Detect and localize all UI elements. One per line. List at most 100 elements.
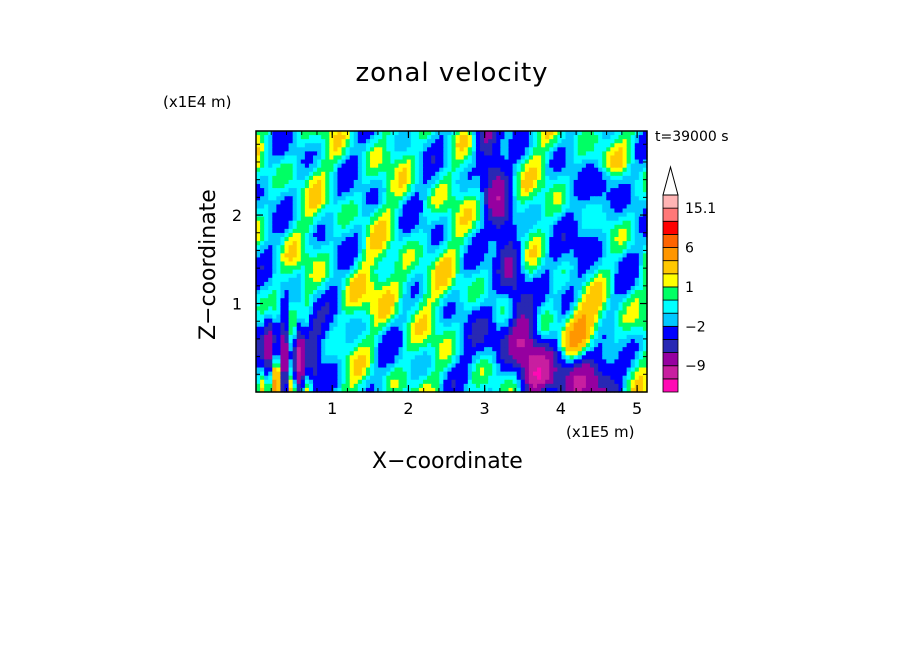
heatmap-cell <box>622 334 628 340</box>
heatmap-cell <box>398 131 404 136</box>
heatmap-cell <box>288 135 294 140</box>
heatmap-cell <box>268 285 273 291</box>
heatmap-cell <box>435 159 440 165</box>
heatmap-cell <box>528 208 534 214</box>
heatmap-cell <box>516 269 522 275</box>
heatmap-cell <box>557 306 563 312</box>
heatmap-cell <box>610 175 616 181</box>
heatmap-cell <box>284 245 290 250</box>
heatmap-cell <box>317 131 322 136</box>
heatmap-cell <box>333 220 339 226</box>
heatmap-cell <box>284 179 290 185</box>
heatmap-cell <box>378 285 383 291</box>
heatmap-cell <box>280 232 286 238</box>
heatmap-cell <box>475 294 481 299</box>
heatmap-cell <box>406 155 412 161</box>
heatmap-cell <box>545 290 550 295</box>
heatmap-cell <box>292 159 298 165</box>
heatmap-cell <box>642 192 648 197</box>
heatmap-cell <box>516 208 522 214</box>
heatmap-cell <box>638 192 644 197</box>
heatmap-cell <box>594 188 599 193</box>
heatmap-cell <box>581 298 587 303</box>
heatmap-cell <box>642 257 648 263</box>
heatmap-cell <box>553 196 558 201</box>
heatmap-cell <box>256 192 261 197</box>
heatmap-cell <box>418 290 424 295</box>
heatmap-cell <box>439 232 444 238</box>
heatmap-cell <box>357 184 363 189</box>
heatmap-cell <box>642 139 648 144</box>
heatmap-cell <box>276 261 282 267</box>
heatmap-cell <box>280 302 286 307</box>
heatmap-cell <box>394 241 400 246</box>
heatmap-cell <box>260 306 265 312</box>
heatmap-cell <box>337 261 343 267</box>
heatmap-cell <box>524 188 530 193</box>
heatmap-cell <box>642 228 648 234</box>
heatmap-cell <box>349 196 355 201</box>
heatmap-cell <box>455 310 461 316</box>
heatmap-cell <box>606 285 611 291</box>
heatmap-cell <box>545 261 550 267</box>
heatmap-cell <box>284 322 290 328</box>
heatmap-cell <box>402 330 408 336</box>
heatmap-cell <box>447 151 453 157</box>
heatmap-cell <box>300 159 306 165</box>
heatmap-cell <box>300 147 306 152</box>
heatmap-cell <box>504 261 510 267</box>
heatmap-cell <box>630 224 636 230</box>
heatmap-cell <box>581 204 587 210</box>
heatmap-cell <box>374 143 379 148</box>
heatmap-cell <box>398 277 404 283</box>
heatmap-cell <box>565 245 571 250</box>
heatmap-cell <box>638 318 644 324</box>
heatmap-cell <box>541 175 546 181</box>
heatmap-cell <box>422 241 428 246</box>
heatmap-cell <box>398 200 404 206</box>
heatmap-cell <box>532 306 538 312</box>
heatmap-cell <box>455 163 461 169</box>
heatmap-cell <box>427 192 432 197</box>
heatmap-cell <box>394 155 400 161</box>
heatmap-cell <box>475 228 481 234</box>
heatmap-cell <box>557 249 563 254</box>
heatmap-cell <box>325 179 330 185</box>
heatmap-cell <box>361 306 367 312</box>
heatmap-cell <box>585 208 591 214</box>
heatmap-cell <box>284 253 290 259</box>
heatmap-cell <box>549 163 554 169</box>
heatmap-cell <box>642 326 648 332</box>
heatmap-cell <box>581 294 587 299</box>
heatmap-cell <box>634 196 640 201</box>
heatmap-cell <box>573 212 579 218</box>
heatmap-cell <box>516 175 522 181</box>
heatmap-cell <box>402 232 408 238</box>
heatmap-cell <box>365 143 371 148</box>
heatmap-cell <box>304 294 310 299</box>
heatmap-cell <box>321 285 326 291</box>
heatmap-cell <box>451 241 457 246</box>
heatmap-cell <box>451 261 457 267</box>
heatmap-cell <box>447 167 453 173</box>
heatmap-cell <box>402 135 408 140</box>
heatmap-cell <box>598 285 603 291</box>
heatmap-cell <box>386 285 391 291</box>
heatmap-cell <box>280 228 286 234</box>
heatmap-cell <box>394 175 400 181</box>
heatmap-cell <box>524 220 530 226</box>
heatmap-cell <box>553 290 558 295</box>
heatmap-cell <box>463 338 469 344</box>
heatmap-cell <box>370 265 375 271</box>
heatmap-cell <box>484 175 489 181</box>
heatmap-cell <box>496 310 501 316</box>
heatmap-cell <box>402 314 408 320</box>
heatmap-cell <box>260 261 265 267</box>
heatmap-cell <box>626 281 632 287</box>
heatmap-cell <box>484 257 489 263</box>
heatmap-cell <box>532 151 538 157</box>
heatmap-cell <box>365 163 371 169</box>
heatmap-cell <box>410 249 416 254</box>
heatmap-cell <box>382 338 387 344</box>
heatmap-cell <box>382 294 387 299</box>
